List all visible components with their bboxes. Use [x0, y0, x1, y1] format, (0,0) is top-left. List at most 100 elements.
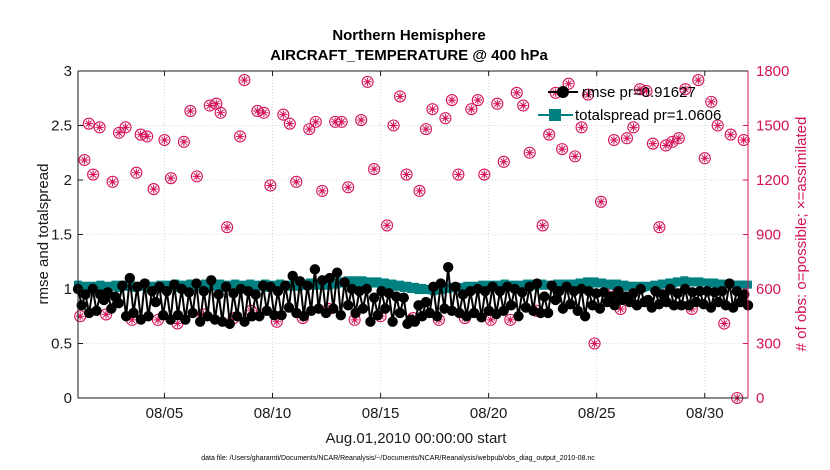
y-tick-label: 1 — [64, 281, 72, 298]
obs-possible-marker — [666, 135, 679, 148]
rmse-point — [239, 316, 250, 327]
obs-assimilated-marker — [629, 123, 638, 132]
rmse-point — [324, 272, 335, 284]
obs-assimilated-marker — [192, 172, 202, 181]
rmse-point — [198, 285, 210, 297]
obs-count-point — [381, 219, 394, 232]
axes: 08/05 08/10 08/15 08/20 08/25 08/30 0 0.5 1 1.5 2 2… — [51, 63, 789, 422]
obs-assimilated-marker — [330, 117, 340, 127]
obs-assimilated-marker — [311, 117, 320, 127]
rmse-point — [143, 311, 154, 322]
rmse-point — [128, 307, 139, 319]
obs-assimilated-marker — [493, 99, 502, 108]
rmse-point — [398, 292, 409, 303]
rmse-point — [87, 283, 99, 295]
obs-possible-marker — [130, 166, 143, 179]
x-axis-label: Aug.01,2010 00:00:00 start — [326, 430, 508, 447]
obs-count-point — [478, 168, 491, 181]
y2-tick-label: 1800 — [756, 63, 789, 80]
obs-count-point — [666, 135, 679, 148]
obs-assimilated-marker — [642, 86, 651, 96]
rmse-point — [268, 309, 280, 321]
y-tick-label: 0 — [64, 390, 72, 407]
obs-assimilated-marker — [266, 181, 275, 190]
obs-count-point — [575, 121, 588, 134]
obs-count-point — [251, 104, 264, 118]
obs-assimilated-marker — [343, 183, 353, 192]
obs-count-point — [87, 168, 100, 181]
y2-tick-label: 600 — [756, 281, 781, 298]
obs-possible-marker — [387, 119, 400, 132]
obs-possible-marker — [368, 163, 381, 176]
rmse-point — [194, 316, 206, 327]
obs-count-point — [724, 128, 737, 141]
rmse-point — [280, 280, 291, 291]
legend: rmse pr=0.91627 totalspread pr=1.0606 — [538, 84, 721, 124]
obs-assimilated-marker — [160, 135, 169, 145]
obs-possible-marker — [309, 115, 322, 128]
rmse-point — [368, 292, 380, 303]
obs-assimilated-marker — [674, 134, 684, 143]
y2-tick-label: 900 — [756, 227, 781, 244]
obs-possible-marker — [381, 219, 394, 232]
obs-possible-marker — [141, 130, 154, 143]
rmse-point — [328, 303, 339, 314]
rmse-point — [513, 311, 524, 322]
obs-count-point — [283, 117, 296, 130]
obs-count-point — [640, 84, 653, 98]
obs-assimilated-marker — [95, 123, 104, 132]
obs-count-point — [106, 175, 119, 188]
obs-count-point — [221, 221, 234, 234]
obs-count-point — [342, 181, 355, 194]
obs-possible-marker — [355, 114, 368, 127]
obs-assimilated-marker — [441, 114, 450, 123]
obs-possible-marker — [465, 103, 478, 116]
obs-assimilated-marker — [428, 104, 437, 114]
obs-possible-marker — [588, 337, 601, 350]
obs-assimilated-marker — [402, 170, 411, 179]
rmse-point — [117, 280, 128, 291]
obs-possible-marker — [335, 115, 348, 128]
rmse-point — [335, 309, 347, 321]
obs-possible-marker — [290, 175, 303, 188]
obs-possible-marker — [724, 128, 737, 141]
obs-assimilated-marker — [205, 101, 215, 110]
obs-count-point — [290, 175, 303, 188]
y-tick-label: 3 — [64, 63, 72, 80]
obs-possible-marker — [640, 84, 653, 98]
obs-count-point — [78, 153, 91, 167]
obs-count-point — [646, 137, 659, 150]
obs-assimilated-marker — [454, 170, 463, 179]
rmse-point — [113, 297, 124, 309]
obs-count-point — [562, 77, 575, 90]
x-tick-label: 08/05 — [146, 405, 184, 422]
obs-possible-marker — [737, 133, 750, 147]
rmse-point — [635, 283, 646, 295]
rmse-point — [539, 291, 550, 302]
obs-possible-marker — [452, 168, 465, 181]
obs-assimilated-marker — [259, 108, 269, 117]
obs-possible-marker — [439, 112, 452, 125]
obs-possible-marker — [82, 117, 95, 130]
obs-assimilated-marker — [166, 173, 176, 183]
obs-assimilated-marker — [447, 95, 457, 105]
obs-count-point — [536, 219, 549, 232]
x-tick-label: 08/20 — [470, 405, 508, 422]
rmse-point — [361, 283, 372, 295]
rmse-point — [124, 272, 136, 284]
obs-count-point — [711, 119, 724, 132]
obs-assimilated-marker — [305, 124, 314, 134]
obs-count-point — [452, 168, 465, 181]
y-tick-label: 1.5 — [51, 227, 72, 244]
rmse-point — [180, 314, 191, 325]
totalspread-point — [231, 279, 240, 288]
obs-assimilated-marker — [681, 84, 690, 94]
obs-assimilated-marker — [564, 79, 573, 88]
obs-possible-marker — [569, 150, 582, 163]
obs-assimilated-marker — [240, 75, 249, 85]
obs-possible-marker — [147, 183, 160, 196]
obs-assimilated-marker — [382, 221, 392, 230]
obs-assimilated-marker — [337, 117, 346, 127]
obs-count-point — [633, 83, 646, 96]
